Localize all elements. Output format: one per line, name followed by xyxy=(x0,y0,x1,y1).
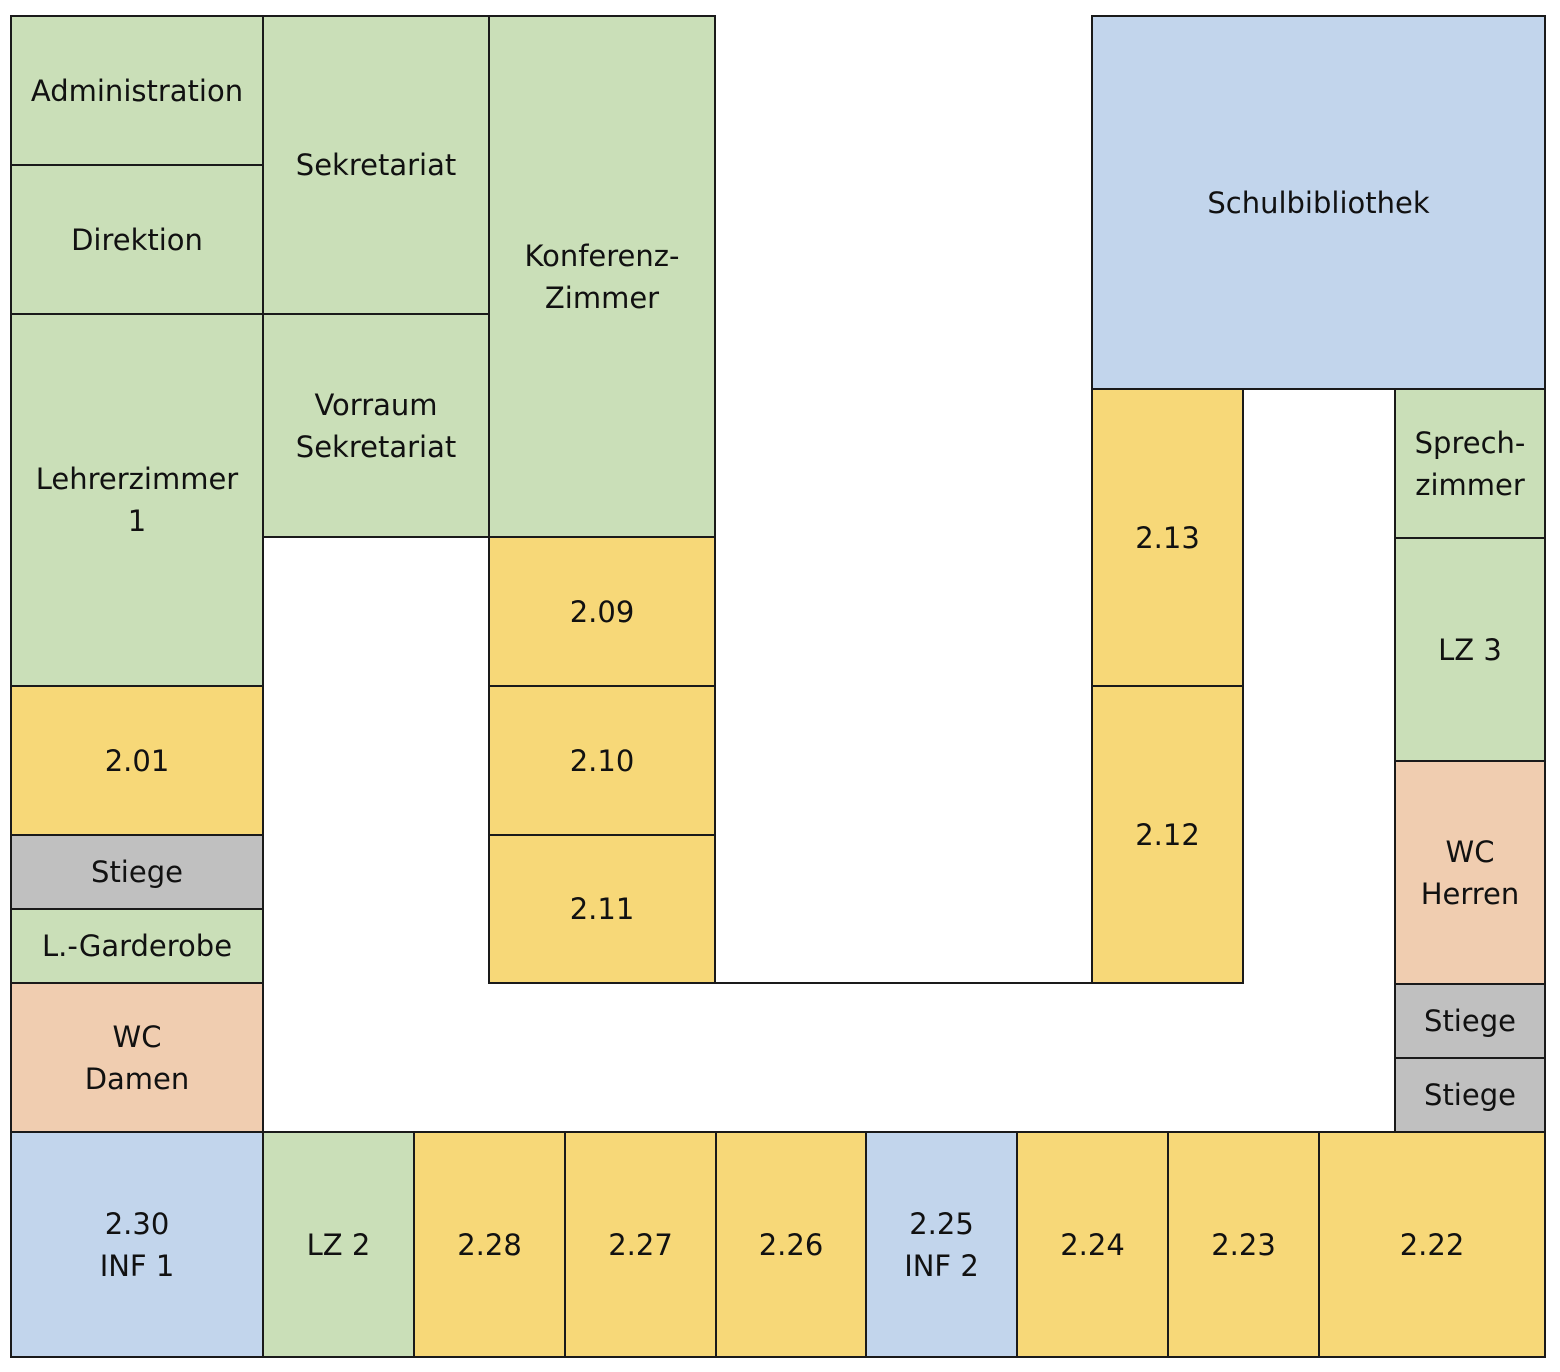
room-2-25-inf-2: 2.25 INF 2 xyxy=(865,1131,1018,1358)
room-stiege-right-2: Stiege xyxy=(1394,1057,1546,1133)
room-2-28: 2.28 xyxy=(413,1131,566,1358)
corridor-wall xyxy=(714,982,1094,984)
room-2-11: 2.11 xyxy=(488,834,716,984)
room-direktion: Direktion xyxy=(10,164,264,315)
room-lz-3: LZ 3 xyxy=(1394,537,1546,762)
room-2-26: 2.26 xyxy=(715,1131,867,1358)
room-2-09: 2.09 xyxy=(488,536,716,687)
room-2-23: 2.23 xyxy=(1167,1131,1320,1358)
room-stiege-right-1: Stiege xyxy=(1394,983,1546,1059)
room-wc-herren: WC Herren xyxy=(1394,760,1546,985)
room-l-garderobe: L.-Garderobe xyxy=(10,908,264,984)
room-schulbibliothek: Schulbibliothek xyxy=(1091,15,1546,390)
room-sekretariat: Sekretariat xyxy=(262,15,490,315)
room-2-30-inf-1: 2.30 INF 1 xyxy=(10,1131,264,1358)
room-lz-2: LZ 2 xyxy=(262,1131,415,1358)
room-2-27: 2.27 xyxy=(564,1131,717,1358)
room-2-24: 2.24 xyxy=(1016,1131,1169,1358)
room-konferenzzimmer: Konferenz- Zimmer xyxy=(488,15,716,538)
room-2-13: 2.13 xyxy=(1091,388,1244,687)
room-stiege-left: Stiege xyxy=(10,834,264,910)
room-2-01: 2.01 xyxy=(10,685,264,836)
room-sprechzimmer: Sprech- zimmer xyxy=(1394,388,1546,539)
room-lehrerzimmer-1: Lehrerzimmer 1 xyxy=(10,313,264,687)
room-2-12: 2.12 xyxy=(1091,685,1244,984)
room-2-22: 2.22 xyxy=(1318,1131,1546,1358)
room-wc-damen: WC Damen xyxy=(10,982,264,1133)
room-vorraum-sekretariat: Vorraum Sekretariat xyxy=(262,313,490,538)
room-2-10: 2.10 xyxy=(488,685,716,836)
room-administration: Administration xyxy=(10,15,264,166)
